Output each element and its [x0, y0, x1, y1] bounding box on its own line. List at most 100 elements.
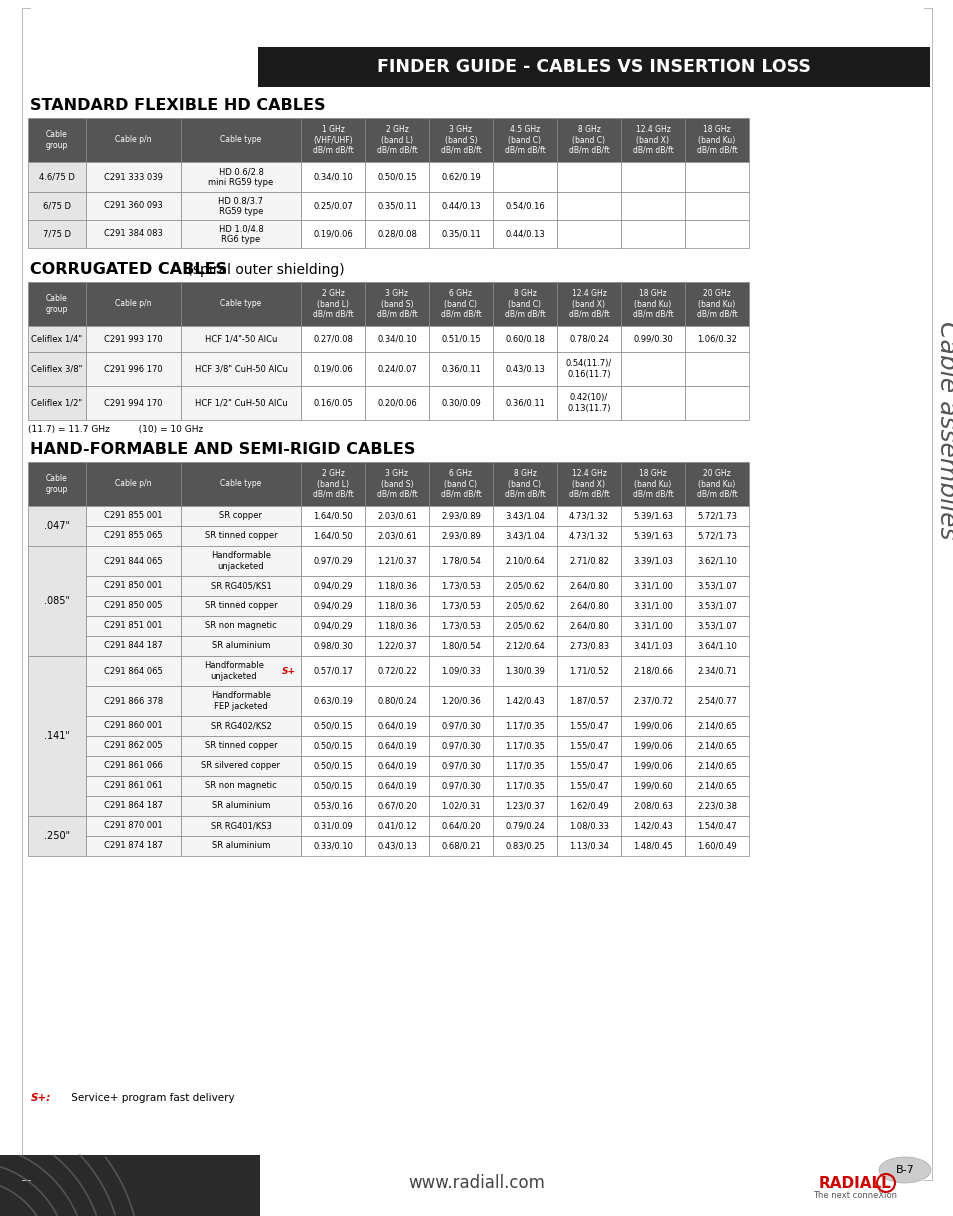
Text: 1.99/0.60: 1.99/0.60	[633, 782, 672, 790]
Bar	[493, 686, 557, 716]
Bar	[181, 220, 301, 248]
Text: Cable
group: Cable group	[46, 294, 68, 314]
Bar	[181, 546, 301, 576]
Text: 0.98/0.30: 0.98/0.30	[313, 642, 353, 651]
Bar	[301, 796, 365, 816]
Text: 0.64/0.19: 0.64/0.19	[376, 761, 416, 771]
Text: 2.93/0.89: 2.93/0.89	[440, 531, 480, 540]
Text: 0.19/0.06: 0.19/0.06	[313, 230, 353, 238]
Bar	[620, 686, 684, 716]
Bar	[493, 118, 557, 162]
Text: 3 GHz
(band S)
dB/m dB/ft: 3 GHz (band S) dB/m dB/ft	[376, 289, 416, 319]
Bar	[28, 118, 86, 162]
Text: SR copper: SR copper	[219, 512, 262, 520]
Bar	[28, 351, 86, 385]
Text: 2.12/0.64: 2.12/0.64	[504, 642, 544, 651]
Bar	[365, 736, 429, 756]
Text: 1.55/0.47: 1.55/0.47	[569, 742, 608, 750]
Text: 1.17/0.35: 1.17/0.35	[504, 742, 544, 750]
Bar	[301, 756, 365, 776]
Bar	[365, 220, 429, 248]
Bar	[684, 506, 748, 527]
Bar	[181, 716, 301, 736]
Bar	[28, 192, 86, 220]
Bar	[181, 655, 301, 686]
Text: C291 866 378: C291 866 378	[104, 697, 163, 705]
Text: 2.64/0.80: 2.64/0.80	[569, 621, 608, 631]
Text: HD 0.6/2.8
mini RG59 type: HD 0.6/2.8 mini RG59 type	[208, 168, 274, 187]
Bar	[620, 636, 684, 655]
Bar	[28, 326, 86, 351]
Text: 1.71/0.52: 1.71/0.52	[569, 666, 608, 676]
Text: 1.06/0.32: 1.06/0.32	[697, 334, 736, 343]
Text: 20 GHz
(band Ku)
dB/m dB/ft: 20 GHz (band Ku) dB/m dB/ft	[696, 469, 737, 499]
Bar	[0, 1155, 260, 1216]
Text: SR RG401/KS3: SR RG401/KS3	[211, 822, 272, 831]
Text: 0.34/0.10: 0.34/0.10	[313, 173, 353, 181]
Text: 0.25/0.07: 0.25/0.07	[313, 202, 353, 210]
Bar	[365, 655, 429, 686]
Text: 0.50/0.15: 0.50/0.15	[313, 721, 353, 731]
Text: 0.44/0.13: 0.44/0.13	[504, 230, 544, 238]
Bar	[684, 527, 748, 546]
Text: 1.13/0.34: 1.13/0.34	[569, 841, 608, 850]
Bar	[86, 162, 181, 192]
Text: 2.05/0.62: 2.05/0.62	[504, 581, 544, 591]
Bar	[620, 796, 684, 816]
Bar	[86, 686, 181, 716]
Bar	[493, 576, 557, 596]
Bar	[365, 282, 429, 326]
Bar	[365, 636, 429, 655]
Bar	[429, 506, 493, 527]
Bar	[301, 686, 365, 716]
Text: 1.23/0.37: 1.23/0.37	[504, 801, 544, 811]
Bar	[493, 462, 557, 506]
Bar	[684, 351, 748, 385]
Text: 0.30/0.09: 0.30/0.09	[440, 399, 480, 407]
Text: 6 GHz
(band C)
dB/m dB/ft: 6 GHz (band C) dB/m dB/ft	[440, 469, 481, 499]
Bar	[620, 655, 684, 686]
Text: 0.54(11.7)/
0.16(11.7): 0.54(11.7)/ 0.16(11.7)	[565, 359, 612, 378]
Bar	[429, 162, 493, 192]
Text: 18 GHz
(band Ku)
dB/m dB/ft: 18 GHz (band Ku) dB/m dB/ft	[696, 125, 737, 154]
Bar	[86, 576, 181, 596]
Text: Handformable
unjacketed: Handformable unjacketed	[204, 662, 264, 681]
Text: 0.78/0.24: 0.78/0.24	[569, 334, 608, 343]
Bar	[557, 351, 620, 385]
Bar	[557, 527, 620, 546]
Bar	[181, 776, 301, 796]
Bar	[181, 756, 301, 776]
Text: SR aluminium: SR aluminium	[212, 841, 270, 850]
Bar	[429, 192, 493, 220]
Text: 3.53/1.07: 3.53/1.07	[697, 602, 737, 610]
Text: SR RG402/KS2: SR RG402/KS2	[211, 721, 271, 731]
Bar	[429, 756, 493, 776]
Bar	[557, 118, 620, 162]
Bar	[429, 326, 493, 351]
Bar	[86, 385, 181, 420]
Text: 2.93/0.89: 2.93/0.89	[440, 512, 480, 520]
Text: C291 855 001: C291 855 001	[104, 512, 163, 520]
Bar	[301, 596, 365, 617]
Text: 2.05/0.62: 2.05/0.62	[504, 602, 544, 610]
Text: C291 851 001: C291 851 001	[104, 621, 163, 631]
Text: 1.42/0.43: 1.42/0.43	[504, 697, 544, 705]
Bar	[365, 716, 429, 736]
Bar	[684, 282, 748, 326]
Text: 2.18/0.66: 2.18/0.66	[633, 666, 672, 676]
Text: .085": .085"	[44, 596, 70, 606]
Bar	[557, 462, 620, 506]
Bar	[301, 506, 365, 527]
Text: Cable
group: Cable group	[46, 130, 68, 150]
Bar	[620, 385, 684, 420]
Text: 8 GHz
(band C)
dB/m dB/ft: 8 GHz (band C) dB/m dB/ft	[504, 469, 545, 499]
Text: SR tinned copper: SR tinned copper	[205, 602, 277, 610]
Text: 3.43/1.04: 3.43/1.04	[504, 512, 544, 520]
Bar	[493, 326, 557, 351]
Text: 0.97/0.30: 0.97/0.30	[440, 721, 480, 731]
Bar	[365, 118, 429, 162]
Text: 4.6/75 D: 4.6/75 D	[39, 173, 75, 181]
Text: 3.31/1.00: 3.31/1.00	[633, 581, 672, 591]
Text: 3.31/1.00: 3.31/1.00	[633, 621, 672, 631]
Bar	[493, 736, 557, 756]
